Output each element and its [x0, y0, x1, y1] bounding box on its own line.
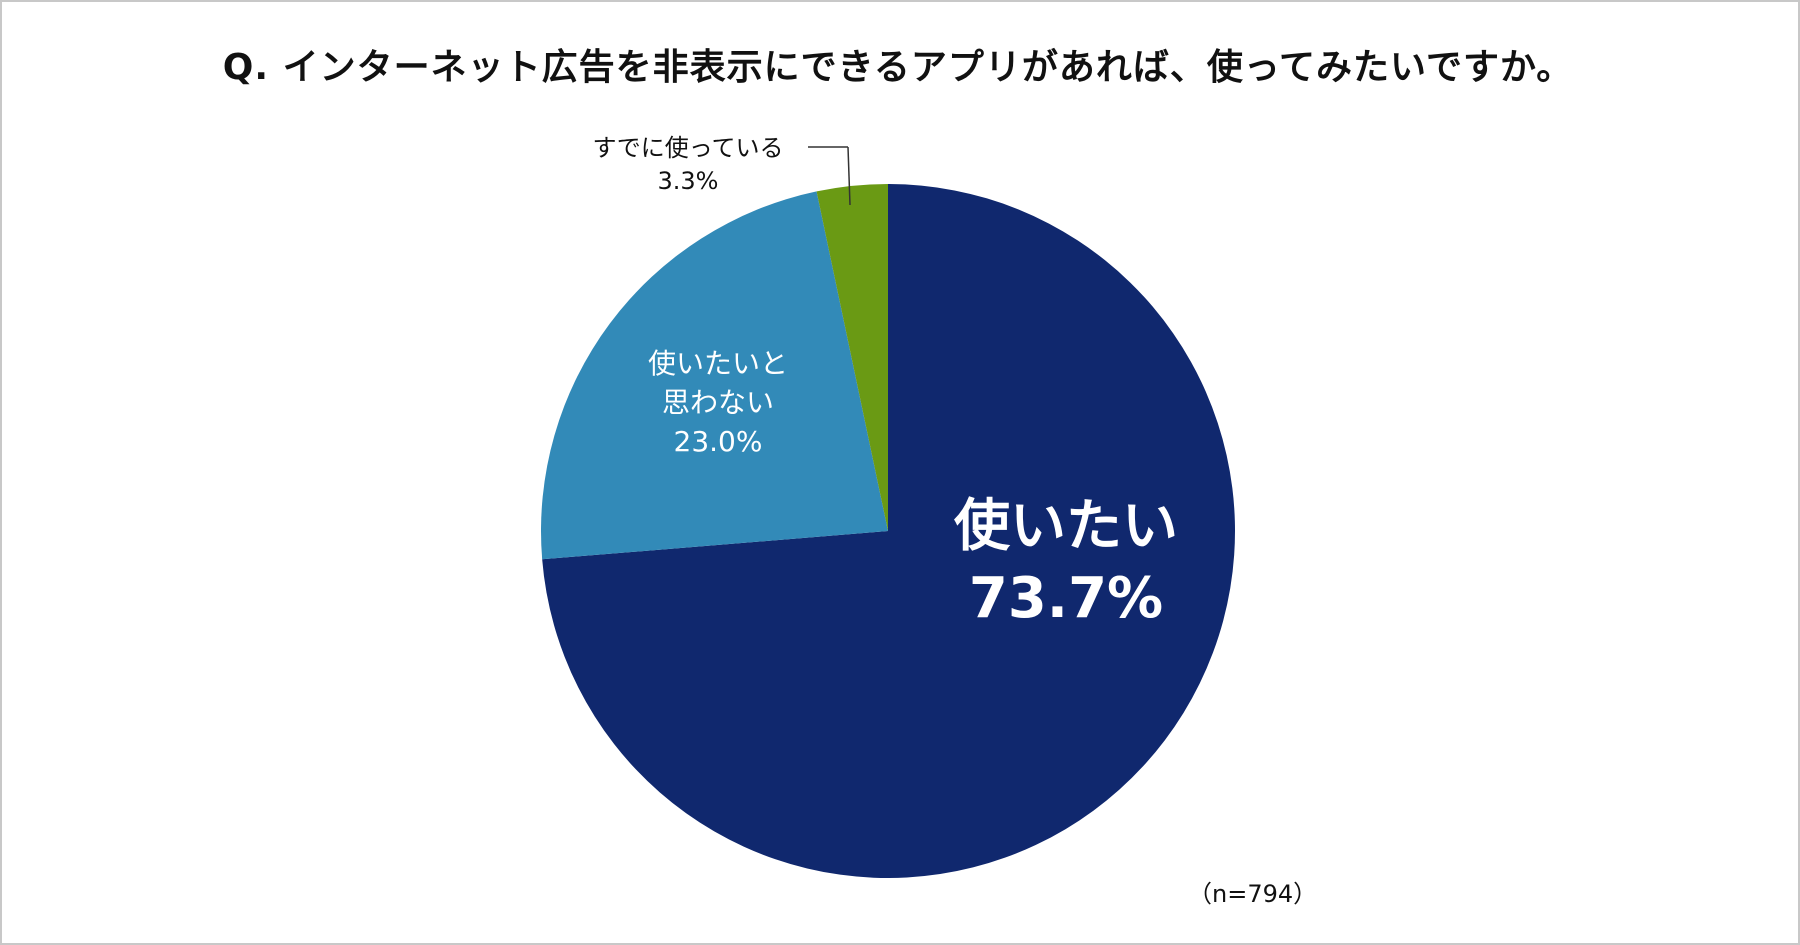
slice-value-want: 73.7%: [969, 566, 1163, 631]
slice-label-already-using: すでに使っている: [592, 134, 783, 162]
pie-slices: [541, 184, 1236, 878]
pie-slice-want: [542, 184, 1236, 878]
sample-size-note: （n=794）: [1188, 880, 1318, 908]
slice-value-not-want: 23.0%: [674, 425, 763, 458]
pie-slice-not-want: [541, 191, 888, 560]
slice-label-not-want-line2: 思わない: [662, 386, 774, 419]
chart-title: Q. インターネット広告を非表示にできるアプリがあれば、使ってみたいですか。: [222, 47, 1574, 88]
slice-value-already-using: 3.3%: [658, 167, 719, 195]
leader-line: [847, 146, 851, 206]
pie-slice-already-using: [816, 184, 888, 531]
slice-label-want: 使いたい: [954, 494, 1178, 559]
slice-label-not-want-line1: 使いたいと: [648, 347, 788, 380]
